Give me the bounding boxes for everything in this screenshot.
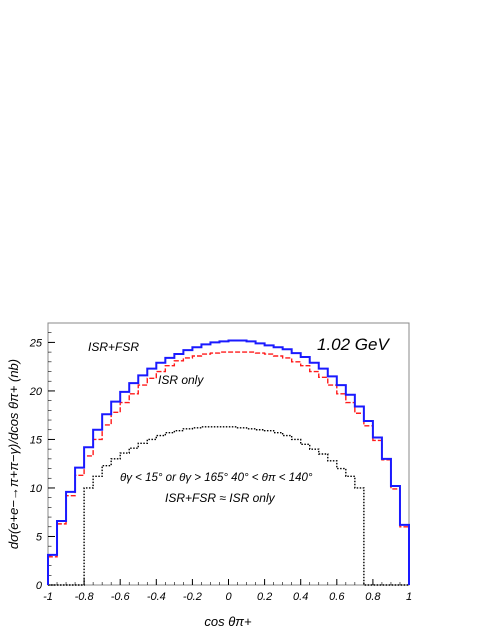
y-tick-label: 20 (29, 386, 43, 398)
x-tick-label: 0.4 (293, 591, 308, 603)
y-tick-label: 10 (30, 483, 43, 495)
y-tick-label: 5 (36, 531, 43, 543)
cut-annotation-line2: ISR+FSR ≈ ISR only (165, 491, 276, 505)
x-tick-label: 0 (225, 591, 232, 603)
y-axis-ticks: 0 5 10 15 20 25 (29, 332, 55, 592)
x-tick-label: -1 (43, 591, 53, 603)
y-tick-label: 25 (29, 337, 43, 349)
x-tick-label: -0.4 (147, 591, 166, 603)
series-line-2 (48, 426, 409, 586)
x-tick-label: 0.6 (329, 591, 345, 603)
legend-isr-only: ISR only (158, 373, 204, 387)
x-tick-label: 1 (406, 591, 412, 603)
x-tick-label: 0.2 (257, 591, 272, 603)
plot-frame (47, 322, 410, 586)
x-tick-label: -0.2 (183, 591, 202, 603)
cut-annotation-line1: θγ < 15° or θγ > 165° 40° < θπ < 140° (120, 472, 313, 484)
x-axis-label: cos θπ+ (204, 614, 252, 629)
series-line-1 (47, 351, 410, 585)
y-tick-label: 0 (36, 580, 43, 592)
x-tick-label: 0.8 (365, 591, 381, 603)
series-line-0 (47, 339, 410, 585)
x-axis-ticks: -1 -0.8 -0.6 -0.4 -0.2 0 0.2 0.4 0.6 0.8 1 (43, 579, 412, 603)
y-axis-label: dσ(e+e−→π+π−γ)/dcos θπ+ (nb) (6, 359, 21, 549)
x-tick-label: -0.6 (111, 591, 131, 603)
y-tick-label: 15 (30, 434, 43, 446)
legend-isr-fsr: ISR+FSR (88, 340, 139, 354)
series-group (47, 339, 410, 586)
energy-label: 1.02 GeV (317, 335, 390, 354)
x-tick-label: -0.8 (75, 591, 95, 603)
